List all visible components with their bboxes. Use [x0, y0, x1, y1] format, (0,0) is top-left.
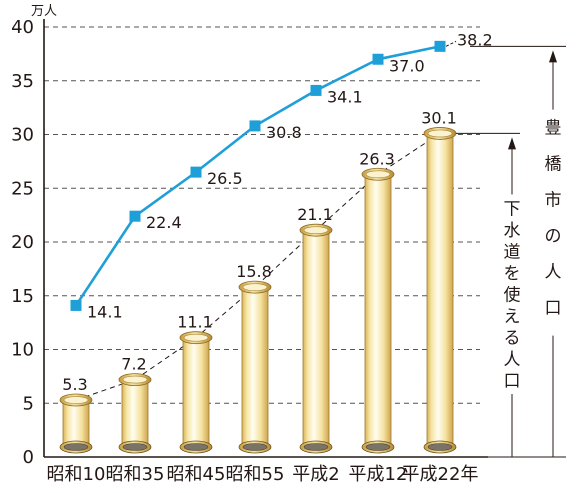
sewer-series-label-char-2: 道 — [504, 242, 521, 262]
line-value-label-1: 22.4 — [146, 213, 182, 232]
x-tick-label-0: 昭和10 — [47, 464, 106, 485]
bar-body-0 — [62, 399, 90, 447]
bar-base-hole-3 — [242, 443, 268, 451]
bar-top-opening-3 — [242, 283, 268, 291]
y-tick-label-5: 5 — [23, 393, 34, 414]
y-tick-label-30: 30 — [11, 125, 34, 146]
bar-series-sewer-population — [59, 127, 457, 454]
bar-value-label-0: 5.3 — [62, 375, 87, 394]
line-label-leader-6 — [445, 40, 457, 47]
sewer-series-label-char-0: 下 — [504, 199, 521, 219]
city-series-label-char-2: 市 — [545, 191, 562, 211]
line-series-city-population — [70, 40, 446, 311]
bar-base-hole-4 — [303, 443, 329, 451]
y-tick-label-25: 25 — [11, 178, 34, 199]
line-value-label-2: 26.5 — [207, 169, 243, 188]
bar-cylinder-6 — [423, 127, 457, 454]
line-point-0 — [70, 299, 82, 311]
x-tick-label-4: 平成2 — [292, 464, 339, 485]
sewer-series-label-char-8: 口 — [504, 371, 521, 391]
line-point-2 — [190, 166, 202, 178]
x-tick-label-5: 平成12 — [349, 464, 408, 485]
line-value-label-6: 38.2 — [457, 30, 493, 49]
bar-base-hole-6 — [427, 443, 453, 451]
bar-top-opening-0 — [63, 396, 89, 404]
bar-base-hole-5 — [365, 443, 391, 451]
x-tick-label-2: 昭和45 — [167, 464, 226, 485]
bar-value-label-5: 26.3 — [359, 149, 395, 168]
bar-base-hole-1 — [122, 443, 148, 451]
line-value-label-5: 37.0 — [389, 56, 425, 75]
bar-top-opening-5 — [365, 170, 391, 179]
city-series-label-char-3: の — [545, 227, 562, 247]
bar-base-hole-0 — [63, 443, 89, 451]
bar-value-label-1: 7.2 — [121, 355, 146, 374]
bar-body-2 — [182, 337, 210, 447]
sewer-series-label-char-1: 水 — [504, 221, 521, 241]
bar-value-label-2: 11.1 — [177, 313, 213, 332]
bar-cylinder-5 — [361, 167, 395, 454]
city-series-label-char-5: 口 — [545, 299, 562, 319]
line-value-label-4: 34.1 — [327, 87, 363, 106]
y-tick-label-40: 40 — [11, 17, 34, 38]
city-series-label-char-4: 人 — [545, 263, 562, 283]
y-tick-label-15: 15 — [11, 286, 34, 307]
bar-cylinder-0 — [59, 393, 93, 454]
bar-value-label-4: 21.1 — [297, 205, 333, 224]
bar-cylinder-3 — [238, 280, 272, 454]
bar-body-1 — [121, 379, 149, 447]
bar-value-label-3: 15.8 — [236, 262, 272, 281]
y-axis-unit: 万人 — [31, 4, 57, 19]
data-labels: 14.1 22.4 26.5 30.8 34.1 37.0 38.2 5.3 7.2 11.1 15… — [62, 30, 492, 394]
bar-body-6 — [426, 133, 454, 447]
line-point-6 — [434, 40, 446, 52]
bar-value-label-6: 30.1 — [421, 108, 457, 127]
bar-body-3 — [241, 286, 269, 447]
bar-base-hole-2 — [183, 443, 209, 451]
line-point-3 — [249, 120, 261, 132]
x-tick-label-6: 平成22年 — [402, 464, 479, 485]
bar-top-opening-2 — [183, 333, 209, 342]
sewer-series-label-char-4: 使 — [504, 284, 521, 305]
bar-cylinder-2 — [179, 331, 213, 454]
bar-body-5 — [364, 173, 392, 447]
bar-top-opening-6 — [427, 129, 453, 138]
bar-body-4 — [302, 229, 330, 447]
bar-cylinder-1 — [118, 373, 152, 454]
line-value-label-3: 30.8 — [266, 123, 302, 142]
city-bracket-arrowhead — [549, 50, 557, 63]
y-tick-label-20: 20 — [11, 232, 34, 253]
sewer-series-label-char-3: を — [504, 264, 521, 284]
line-value-label-0: 14.1 — [87, 302, 123, 321]
line-point-4 — [310, 84, 322, 96]
line-point-5 — [372, 53, 384, 65]
sewer-series-label-char-6: る — [504, 328, 521, 348]
sewer-bracket-arrowhead — [508, 137, 516, 150]
sewer-series-label-char-5: え — [504, 307, 521, 327]
city-series-label-char-0: 豊 — [545, 119, 562, 139]
line-point-1 — [129, 210, 141, 222]
sewer-series-label-char-7: 人 — [504, 350, 521, 370]
bar-top-opening-1 — [122, 375, 148, 384]
y-tick-label-0: 0 — [23, 447, 34, 468]
x-tick-label-3: 昭和55 — [226, 464, 285, 485]
y-tick-label-10: 10 — [11, 340, 34, 361]
bar-top-opening-4 — [303, 226, 329, 234]
y-tick-label-35: 35 — [11, 71, 34, 92]
bar-cylinder-4 — [299, 223, 333, 454]
x-tick-label-1: 昭和35 — [106, 464, 165, 485]
city-series-label-char-1: 橋 — [545, 155, 562, 175]
